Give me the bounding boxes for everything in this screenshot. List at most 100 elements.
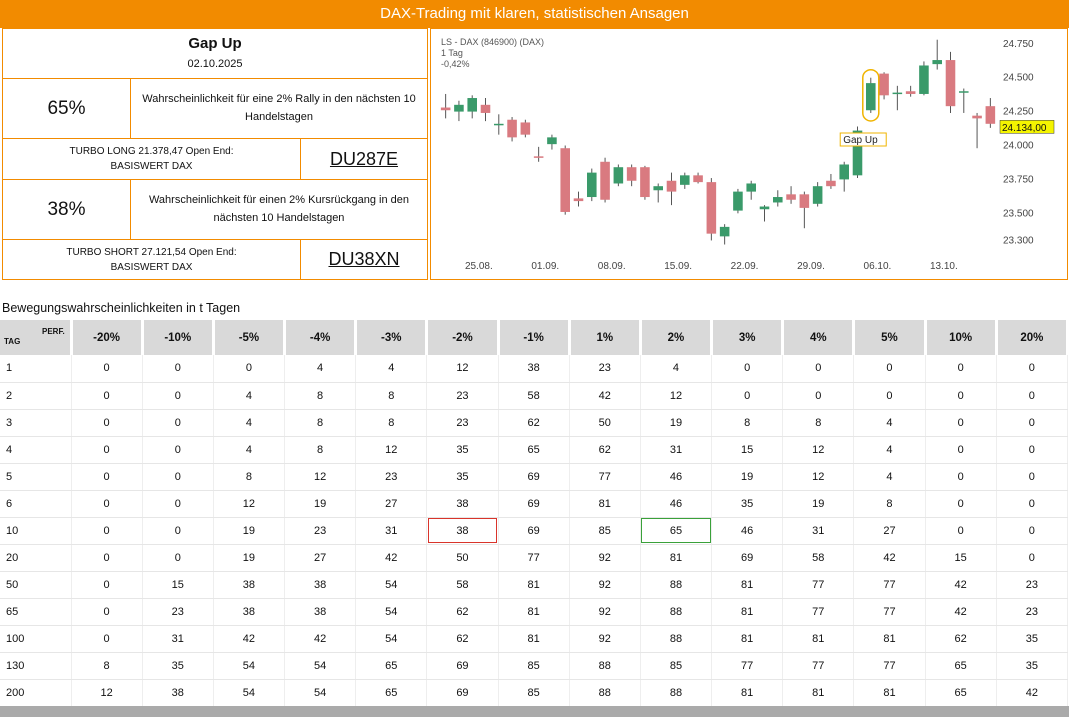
column-header: -5% [213,320,287,355]
table-cell: 35 [996,625,1069,653]
table-cell: 54 [284,652,357,680]
short-probability: 38% [3,180,131,239]
table-row: 1 0 0 0 4 4 12 38 23 4 0 0 0 0 0 [0,355,1069,383]
candle [587,168,597,202]
signal-title: Gap Up [188,35,242,52]
table-cell: 0 [711,355,784,383]
x-tick-label: 08.09. [598,261,626,272]
y-tick-label: 23.750 [1003,174,1034,185]
table-cell: 0 [142,409,214,437]
column-header: 4% [782,320,856,355]
table-cell: 42 [925,571,997,599]
table-cell: 0 [711,382,784,410]
table-cell: 8 [284,436,357,464]
table-cell: 46 [640,463,713,491]
table-cell: 69 [426,679,499,707]
table-cell: 65 [498,436,570,464]
row-tag: 10 [0,517,72,545]
table-cell: 0 [996,517,1069,545]
long-product-underlying: BASISWERT DAX [110,161,193,172]
table-cell: 35 [711,490,784,518]
table-cell: 0 [996,463,1069,491]
table-cell: 0 [996,490,1069,518]
candle [759,205,770,222]
table-cell: 15 [711,436,784,464]
table-cell: 65 [640,517,713,545]
candle-body [972,115,982,119]
table-cell: 81 [498,571,570,599]
table-cell: 0 [142,355,214,383]
table-cell: 31 [782,517,855,545]
row-tag: 200 [0,679,72,707]
table-cell: 4 [284,355,357,383]
table-cell: 77 [853,571,926,599]
table-cell: 85 [498,652,570,680]
long-description: Wahrscheinlichkeit für eine 2% Rally in … [142,93,416,123]
table-cell: 0 [71,598,143,626]
table-cell: 8 [355,382,428,410]
candle [454,100,464,122]
table-cell: 0 [853,382,926,410]
gap-up-label: Gap Up [843,135,878,146]
candle-body [852,130,863,176]
table-cell: 31 [355,517,428,545]
table-cell: 42 [213,625,286,653]
table-cell: 8 [711,409,784,437]
table-cell: 0 [213,355,286,383]
table-cell: 38 [498,355,570,383]
table-cell: 38 [426,490,499,518]
table-cell: 65 [925,679,997,707]
candle-body [520,122,531,135]
table-cell: 0 [71,544,143,572]
table-cell: 46 [640,490,713,518]
long-wkn-link[interactable]: DU287E [329,148,399,169]
candle-body [480,104,491,113]
candle-body [547,137,557,145]
x-tick-label: 25.08. [465,261,493,272]
candle-body [746,183,756,192]
row-tag: 2 [0,382,72,410]
table-cell: 92 [569,625,641,653]
table-cell: 0 [925,490,997,518]
table-cell: 81 [711,571,784,599]
table-cell: 65 [355,652,428,680]
table-cell: 42 [569,382,641,410]
table-cell: 8 [284,409,357,437]
table-cell: 92 [569,598,641,626]
candle [480,98,491,122]
column-header: -3% [355,320,429,355]
row-tag: 130 [0,652,72,680]
table-cell: 0 [71,571,143,599]
table-cell: 81 [853,679,926,707]
table-cell: 0 [71,463,143,491]
table-row: 3 0 0 4 8 8 23 62 50 19 8 8 4 0 0 [0,409,1069,437]
row-tag: 65 [0,598,72,626]
long-product-info: TURBO LONG 21.378,47 Open End: BASISWERT … [3,139,301,179]
candle-body [812,186,823,204]
table-cell: 77 [782,652,855,680]
table-cell: 23 [284,517,357,545]
table-cell: 0 [925,436,997,464]
row-tag: 3 [0,409,72,437]
candle-body [494,123,504,126]
table-cell: 88 [640,625,713,653]
last-price-label: 24.134,00 [1002,123,1047,134]
table-cell: 0 [996,409,1069,437]
table-cell: 58 [498,382,570,410]
table-cell: 81 [569,490,641,518]
y-tick-label: 24.500 [1003,73,1034,84]
table-cell: 4 [853,463,926,491]
short-wkn-link[interactable]: DU38XN [328,249,400,269]
signal-panel: Gap Up 02.10.2025 65% Wahrscheinlichkeit… [2,28,428,280]
table-cell: 0 [71,409,143,437]
chart-timeframe: 1 Tag [441,48,463,58]
table-cell: 12 [640,382,713,410]
table-cell: 85 [569,517,641,545]
candle [786,186,796,204]
table-cell: 81 [853,625,926,653]
table-cell: 0 [925,463,997,491]
candle-body [626,167,637,181]
candle [600,157,610,203]
short-product-info: TURBO SHORT 27.121,54 Open End: BASISWERT… [3,240,301,279]
signal-date: 02.10.2025 [187,58,243,70]
